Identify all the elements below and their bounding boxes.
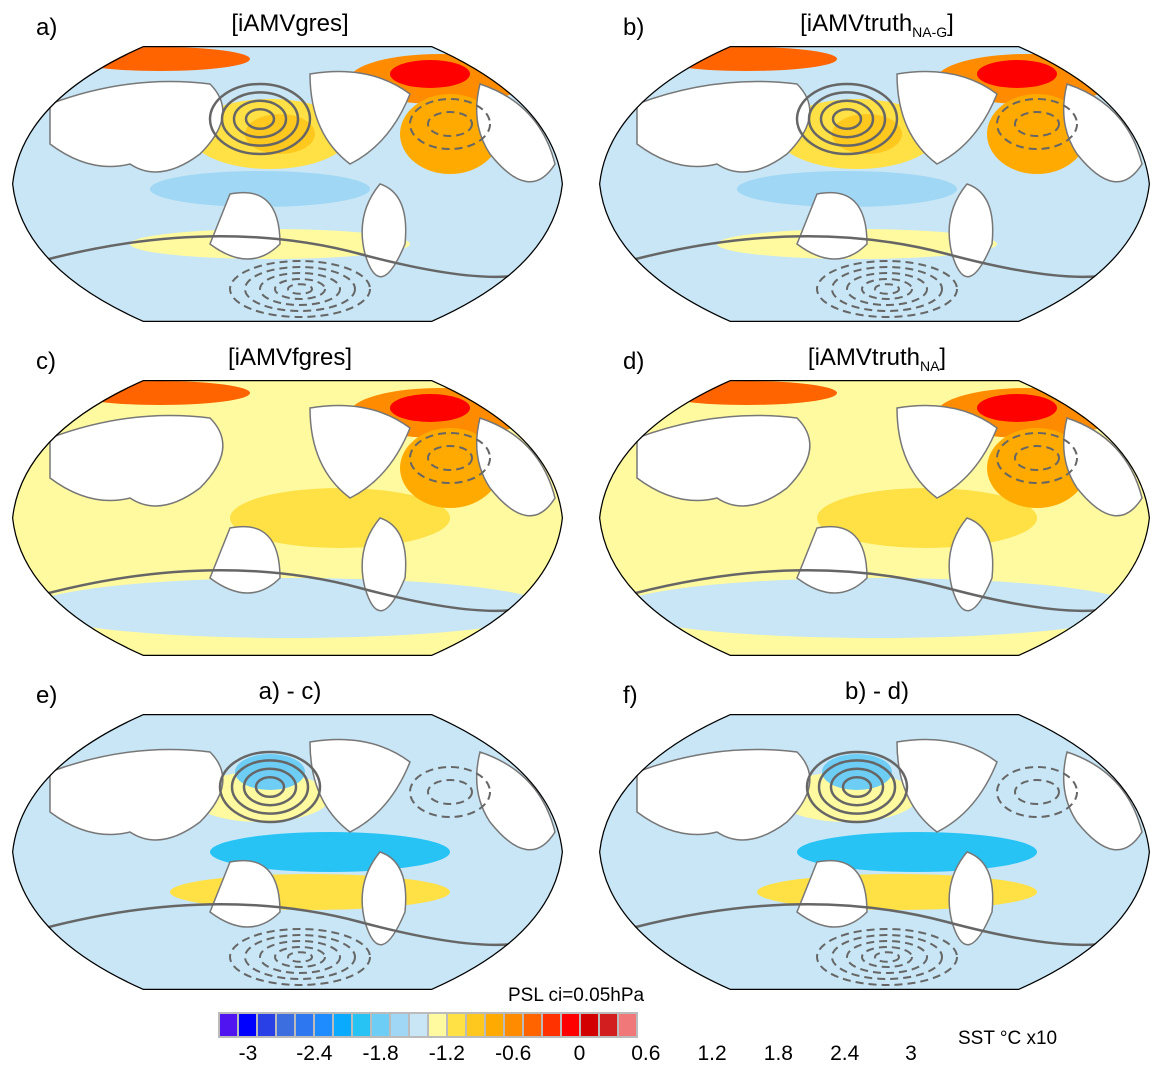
- panel-title-text: a) - c): [258, 678, 322, 705]
- colorbar-tick-label: 1.2: [697, 1042, 727, 1065]
- sst-psl-map-panel: [599, 380, 1150, 656]
- panel-title-text: b) - d): [844, 678, 909, 705]
- colorbar-tick-label: 1.8: [763, 1042, 793, 1065]
- colorbar-swatch: [448, 1014, 467, 1036]
- panel-label: b): [623, 14, 645, 41]
- panel-title: [iAMVfgres]: [10, 344, 570, 372]
- colorbar-tick-label: -2.4: [296, 1042, 333, 1065]
- colorbar-swatch: [372, 1014, 391, 1036]
- colorbar-swatch: [315, 1014, 334, 1036]
- sst-psl-map-panel: [12, 380, 563, 656]
- colorbar-swatch: [619, 1014, 636, 1036]
- colorbar-swatch: [391, 1014, 410, 1036]
- colorbar-swatch: [429, 1014, 448, 1036]
- colorbar-tick-label: 2.4: [830, 1042, 860, 1065]
- panel-title: [iAMVtruthNA]: [597, 344, 1157, 374]
- colorbar-tick-label: -1.8: [362, 1042, 399, 1065]
- colorbar-swatch: [486, 1014, 505, 1036]
- colorbar-tick-label: -3: [238, 1042, 258, 1065]
- colorbar-tick-label: -0.6: [495, 1042, 532, 1065]
- panel-title-close: ]: [939, 344, 947, 371]
- colorbar-swatch: [600, 1014, 619, 1036]
- panel-title-text: [iAMVgres]: [231, 10, 349, 37]
- colorbar-tick-label: 0: [573, 1042, 586, 1065]
- panel-title: [iAMVtruthNA-G]: [597, 10, 1157, 40]
- panel-label: a): [36, 14, 58, 41]
- colorbar-tick-label: 0.6: [631, 1042, 661, 1065]
- colorbar-swatch: [258, 1014, 277, 1036]
- sst-psl-map-panel: [599, 46, 1150, 322]
- colorbar-swatch: [334, 1014, 353, 1036]
- sst-psl-map-panel: [599, 714, 1150, 990]
- colorbar-swatch: [524, 1014, 543, 1036]
- sst-psl-map-panel: [12, 714, 563, 990]
- colorbar-swatch: [467, 1014, 486, 1036]
- sst-psl-map-panel: [12, 46, 563, 322]
- colorbar-swatch: [296, 1014, 315, 1036]
- panel-title: [iAMVgres]: [10, 10, 570, 38]
- colorbar-tick-label: -1.2: [428, 1042, 465, 1065]
- panel-title: a) - c): [10, 678, 570, 706]
- colorbar-swatch: [543, 1014, 562, 1036]
- colorbar-swatch: [220, 1014, 239, 1036]
- panel-title-text: [iAMVfgres]: [227, 344, 353, 371]
- colorbar-swatch: [277, 1014, 296, 1036]
- colorbar-swatch: [505, 1014, 524, 1036]
- panel-label: d): [623, 348, 645, 375]
- contour-interval-label: PSL ci=0.05hPa: [508, 985, 645, 1006]
- panel-title-subscript: NA-G: [912, 23, 948, 40]
- panel-title-subscript: NA: [919, 357, 940, 374]
- colorbar-tick-label: 3: [905, 1042, 917, 1065]
- colorbar-swatch: [562, 1014, 581, 1036]
- colorbar-swatch: [239, 1014, 258, 1036]
- panel-label: e): [36, 682, 58, 709]
- colorbar-swatch: [410, 1014, 429, 1036]
- panel-title-text: [iAMVtruth: [800, 10, 913, 37]
- panel-title: b) - d): [597, 678, 1157, 706]
- sst-colorbar: [218, 1012, 638, 1038]
- colorbar-units-label: SST °C x10: [958, 1028, 1058, 1049]
- colorbar-swatch: [581, 1014, 600, 1036]
- panel-title-close: ]: [947, 10, 954, 37]
- panel-label: f): [623, 682, 638, 709]
- panel-label: c): [36, 348, 56, 375]
- colorbar-swatch: [353, 1014, 372, 1036]
- panel-title-text: [iAMVtruth: [807, 344, 920, 371]
